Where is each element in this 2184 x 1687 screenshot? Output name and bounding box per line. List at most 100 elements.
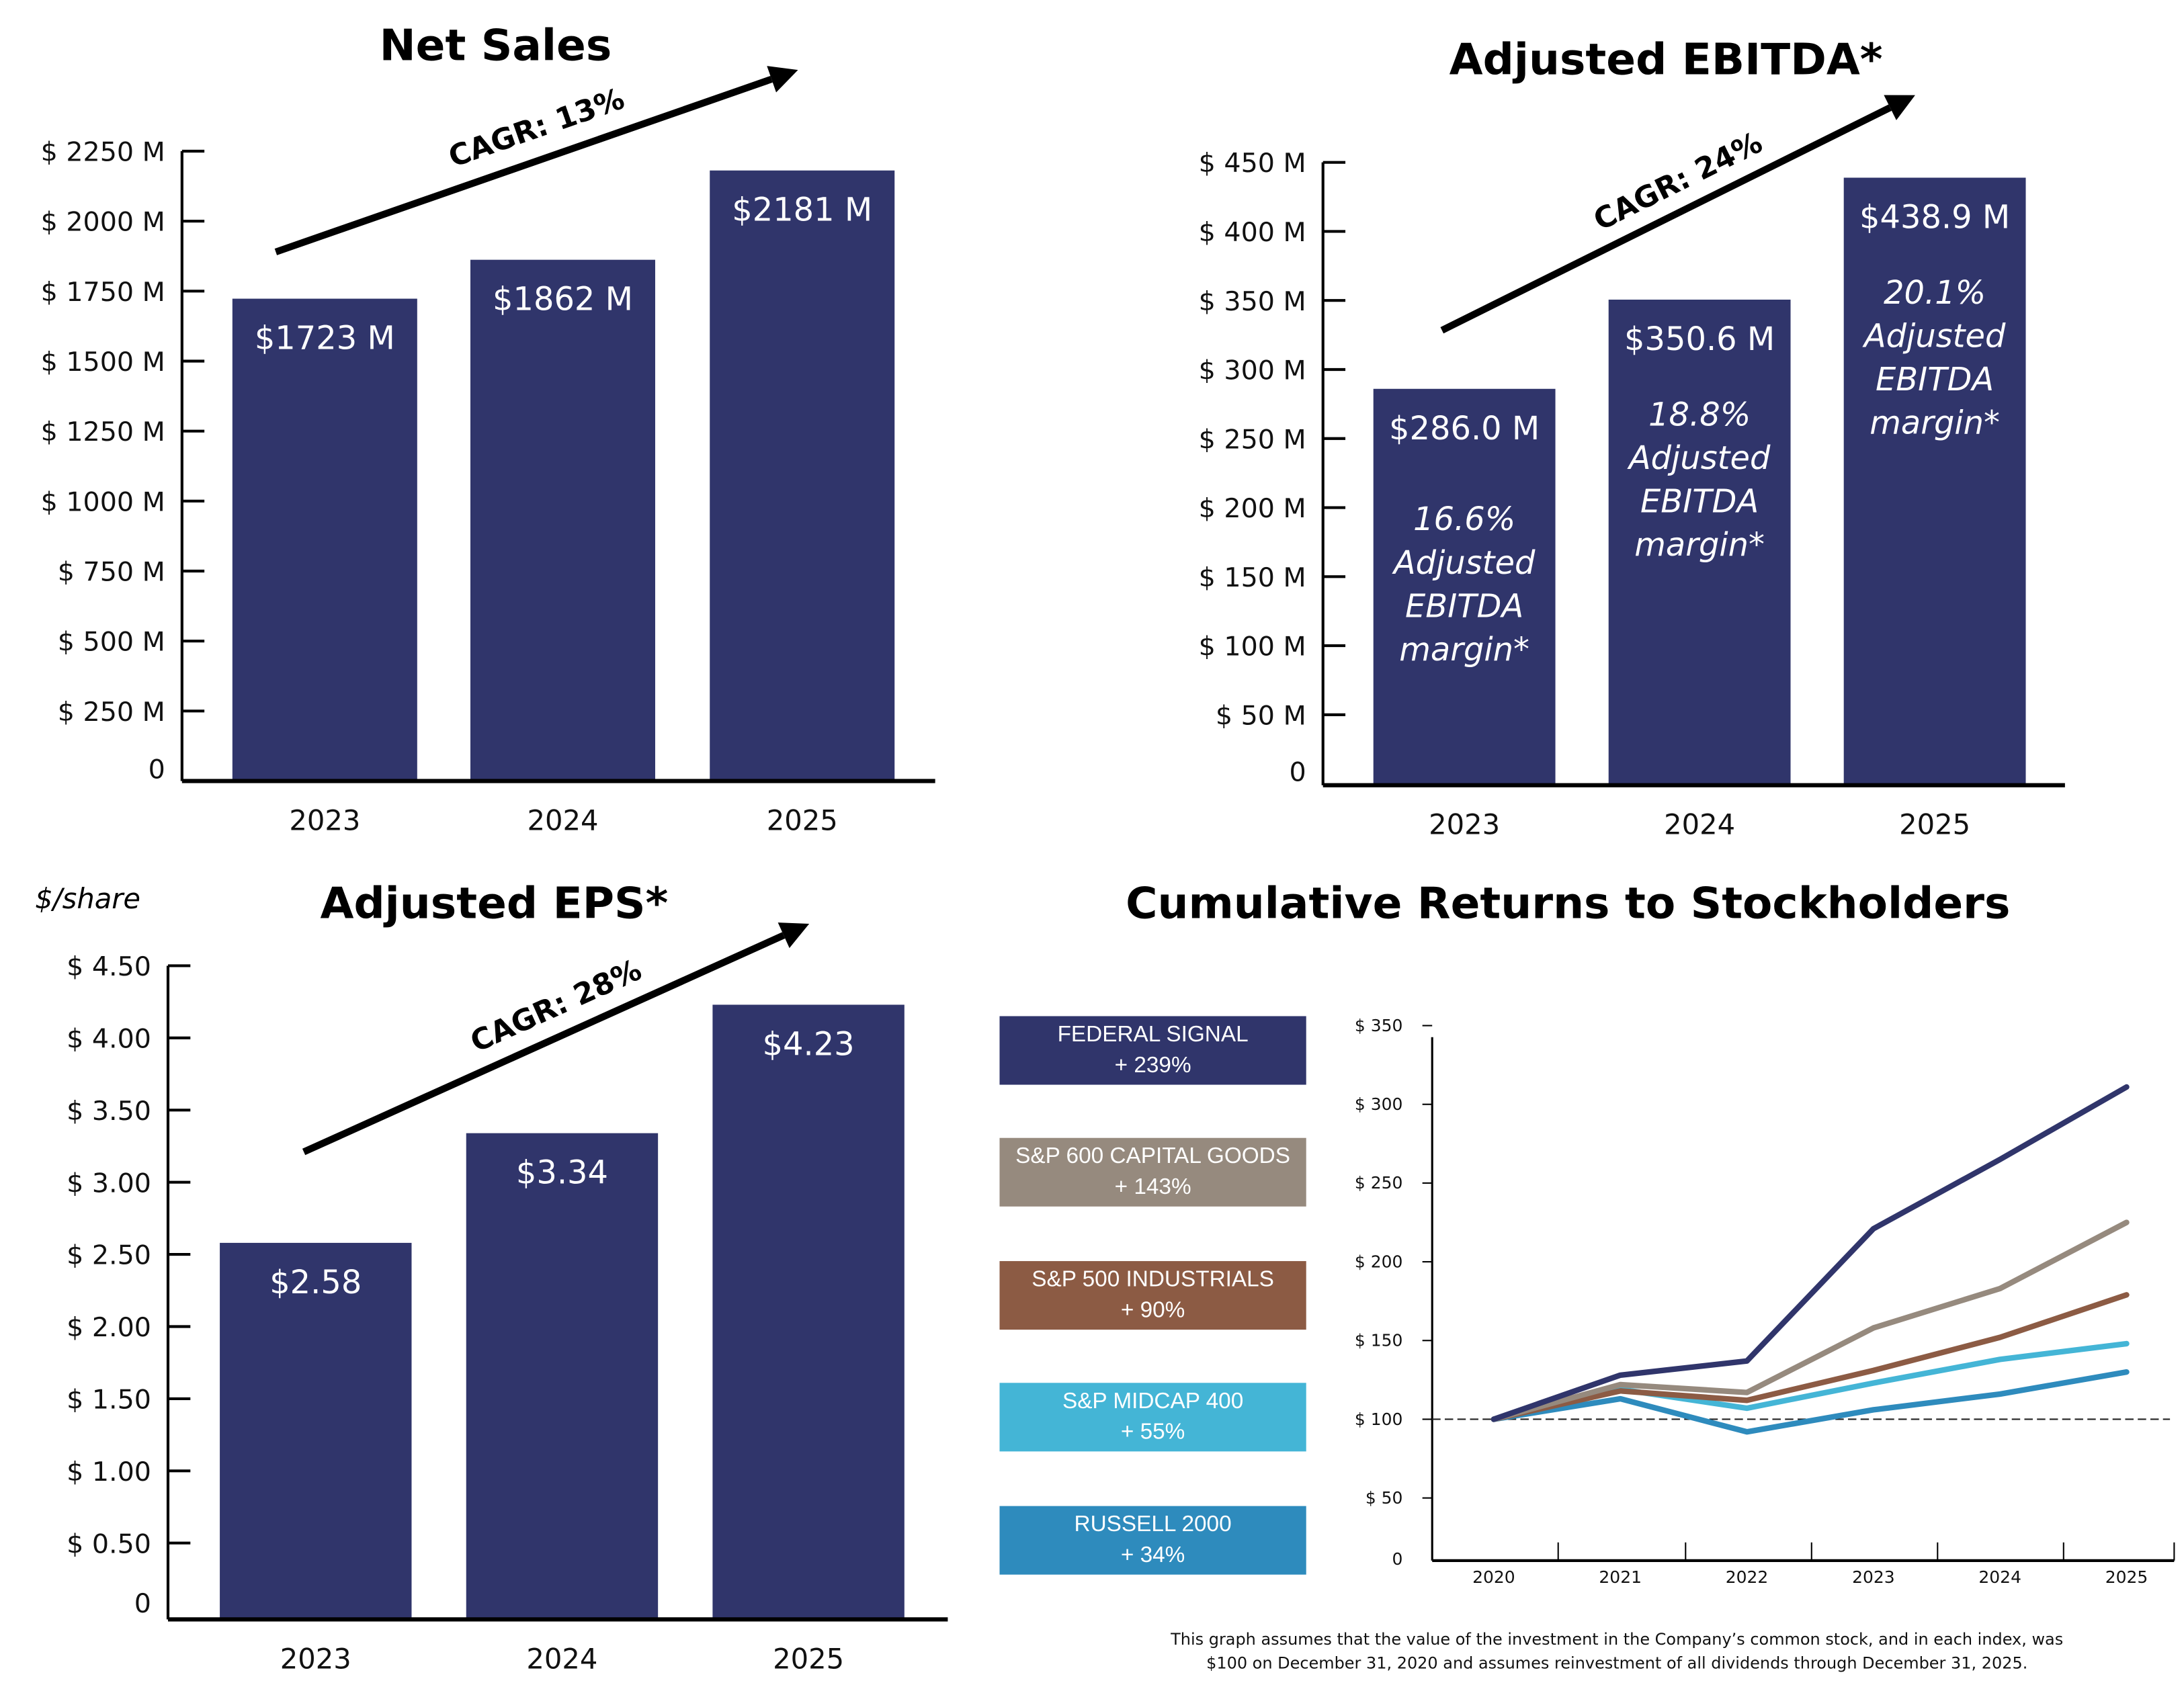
returns-y-tick-label: $ 200 xyxy=(1355,1252,1403,1271)
eps-trend-arrow xyxy=(302,932,786,1156)
returns-y-tick-label: 0 xyxy=(1392,1549,1403,1569)
eps-x-tick-label: 2025 xyxy=(773,1642,844,1675)
eps-arrow-head-icon xyxy=(778,922,810,949)
net-sales-y-tick-label: $ 1000 M xyxy=(41,486,165,517)
returns-y-tick-label: $ 100 xyxy=(1355,1410,1403,1429)
returns-y-tick-label: $ 300 xyxy=(1355,1094,1403,1114)
ebitda-y-tick-label: $ 400 M xyxy=(1199,217,1306,248)
eps-bar-2023 xyxy=(220,1242,412,1620)
eps-y-tick-label: $ 2.00 xyxy=(67,1312,151,1343)
ebitda-margin-label: 20.1% xyxy=(1884,275,1986,312)
ebitda-y-tick-label: 0 xyxy=(1290,756,1306,787)
ebitda-y-tick-label: $ 50 M xyxy=(1216,700,1306,731)
eps-y-tick-label: $ 0.50 xyxy=(67,1528,151,1559)
ebitda-margin-label: EBITDA xyxy=(1876,361,1994,398)
ebitda-margin-label: 16.6% xyxy=(1413,501,1515,538)
net-sales-y-tick-label: $ 1750 M xyxy=(41,277,165,308)
ebitda-title: Adjusted EBITDA* xyxy=(1450,34,1883,85)
net-sales-y-tick-label: $ 1250 M xyxy=(41,417,165,447)
returns-y-tick-label: $ 50 xyxy=(1366,1488,1403,1508)
net-sales-bar-value-label: $1862 M xyxy=(493,282,633,318)
ebitda-margin-label: margin* xyxy=(1870,405,2000,442)
legend-item: S&P MIDCAP 400 + 55% xyxy=(999,1383,1306,1452)
ebitda-margin-label: Adjusted xyxy=(1627,440,1771,477)
ebitda-x-tick-label: 2023 xyxy=(1429,808,1500,841)
returns-y-tick-label: $ 150 xyxy=(1355,1331,1403,1350)
eps-title: Adjusted EPS* xyxy=(320,879,668,929)
ebitda-margin-label: EBITDA xyxy=(1640,484,1759,521)
net-sales-arrow-head-icon xyxy=(767,66,798,93)
returns-x-tick-label: 2023 xyxy=(1852,1567,1895,1587)
eps-bar-value-label: $3.34 xyxy=(516,1155,608,1192)
returns-x-tick-label: 2021 xyxy=(1599,1567,1642,1587)
eps-y-tick-label: $ 1.50 xyxy=(67,1384,151,1415)
ebitda-margin-label: margin* xyxy=(1634,527,1765,564)
ebitda-y-tick-label: $ 100 M xyxy=(1199,632,1306,662)
ebitda-margin-label: Adjusted xyxy=(1392,545,1536,582)
legend-return: + 239% xyxy=(1114,1053,1191,1078)
legend-item: FEDERAL SIGNAL + 239% xyxy=(999,1016,1306,1085)
net-sales-y-tick-label: $ 250 M xyxy=(58,697,165,728)
returns-series-s-p-600-capital-goods xyxy=(1490,1219,2130,1422)
eps-y-tick-label: $ 4.50 xyxy=(67,951,151,982)
footnote-line-2: $100 on December 31, 2020 and assumes re… xyxy=(1206,1653,2028,1673)
legend-return: + 55% xyxy=(1120,1420,1185,1444)
ebitda-y-tick-label: $ 350 M xyxy=(1199,286,1306,317)
eps-y-tick-label: $ 4.00 xyxy=(67,1023,151,1054)
ebitda-y-tick-label: $ 450 M xyxy=(1199,148,1306,179)
eps-x-tick-label: 2024 xyxy=(526,1642,597,1675)
net-sales-trend-arrow xyxy=(274,75,773,255)
net-sales-bar-2025 xyxy=(710,170,895,781)
eps-x-tick-label: 2023 xyxy=(280,1642,351,1675)
net-sales-x-tick-label: 2023 xyxy=(289,804,360,836)
eps-y-tick-label: $ 2.50 xyxy=(67,1240,151,1271)
net-sales-y-tick-label: $ 2000 M xyxy=(41,207,165,238)
legend-name: RUSSELL 2000 xyxy=(1074,1513,1232,1537)
returns-y-tick-label: $ 350 xyxy=(1355,1016,1403,1035)
net-sales-y-tick-label: $ 750 M xyxy=(58,557,165,588)
legend-item: S&P 500 INDUSTRIALS + 90% xyxy=(999,1261,1306,1330)
ebitda-trend-arrow xyxy=(1440,104,1892,334)
returns-x-tick-label: 2022 xyxy=(1726,1567,1769,1587)
legend-return: + 90% xyxy=(1120,1299,1185,1323)
ebitda-bar-value-label: $350.6 M xyxy=(1624,321,1775,358)
legend-return: + 34% xyxy=(1120,1543,1185,1568)
net-sales-y-tick-label: $ 2250 M xyxy=(41,137,165,168)
net-sales-y-tick-label: $ 1500 M xyxy=(41,347,165,378)
legend-name: S&P MIDCAP 400 xyxy=(1062,1389,1244,1414)
net-sales-x-tick-label: 2024 xyxy=(527,804,598,836)
ebitda-margin-label: Adjusted xyxy=(1862,318,2006,355)
ebitda-bar-2023 xyxy=(1373,388,1556,785)
legend-name: FEDERAL SIGNAL xyxy=(1057,1023,1249,1047)
returns-x-tick-label: 2020 xyxy=(1472,1567,1515,1587)
ebitda-y-tick-label: $ 150 M xyxy=(1199,562,1306,593)
ebitda-margin-label: EBITDA xyxy=(1405,588,1523,625)
footnote-line-1: This graph assumes that the value of the… xyxy=(1171,1629,2064,1649)
ebitda-y-tick-label: $ 300 M xyxy=(1199,355,1306,386)
eps-y-tick-label: 0 xyxy=(134,1588,151,1619)
eps-bar-value-label: $4.23 xyxy=(763,1026,855,1063)
eps-bar-value-label: $2.58 xyxy=(269,1264,362,1301)
ebitda-bar-value-label: $438.9 M xyxy=(1859,199,2010,236)
returns-y-tick-label: $ 250 xyxy=(1355,1173,1403,1193)
eps-y-tick-label: $ 3.00 xyxy=(67,1168,151,1199)
returns-x-tick-label: 2024 xyxy=(1978,1567,2021,1587)
ebitda-margin-label: 18.8% xyxy=(1648,396,1751,433)
legend-return: + 143% xyxy=(1114,1175,1191,1200)
net-sales-bar-2024 xyxy=(470,259,655,781)
net-sales-bar-2023 xyxy=(232,298,417,781)
eps-y-tick-label: $ 1.00 xyxy=(67,1457,151,1487)
net-sales-y-tick-label: $ 500 M xyxy=(58,627,165,658)
ebitda-x-tick-label: 2025 xyxy=(1899,808,1970,841)
returns-series-federal-signal xyxy=(1490,1084,2130,1422)
returns-title: Cumulative Returns to Stockholders xyxy=(1126,879,2010,929)
ebitda-x-tick-label: 2024 xyxy=(1664,808,1735,841)
eps-bar-2025 xyxy=(712,1004,905,1620)
legend-name: S&P 500 INDUSTRIALS xyxy=(1032,1268,1274,1292)
net-sales-bar-value-label: $1723 M xyxy=(255,320,395,357)
legend-item: S&P 600 CAPITAL GOODS + 143% xyxy=(999,1137,1306,1207)
returns-series-s-p-500-industrials xyxy=(1490,1292,2130,1422)
eps-y-tick-label: $ 3.50 xyxy=(67,1096,151,1127)
